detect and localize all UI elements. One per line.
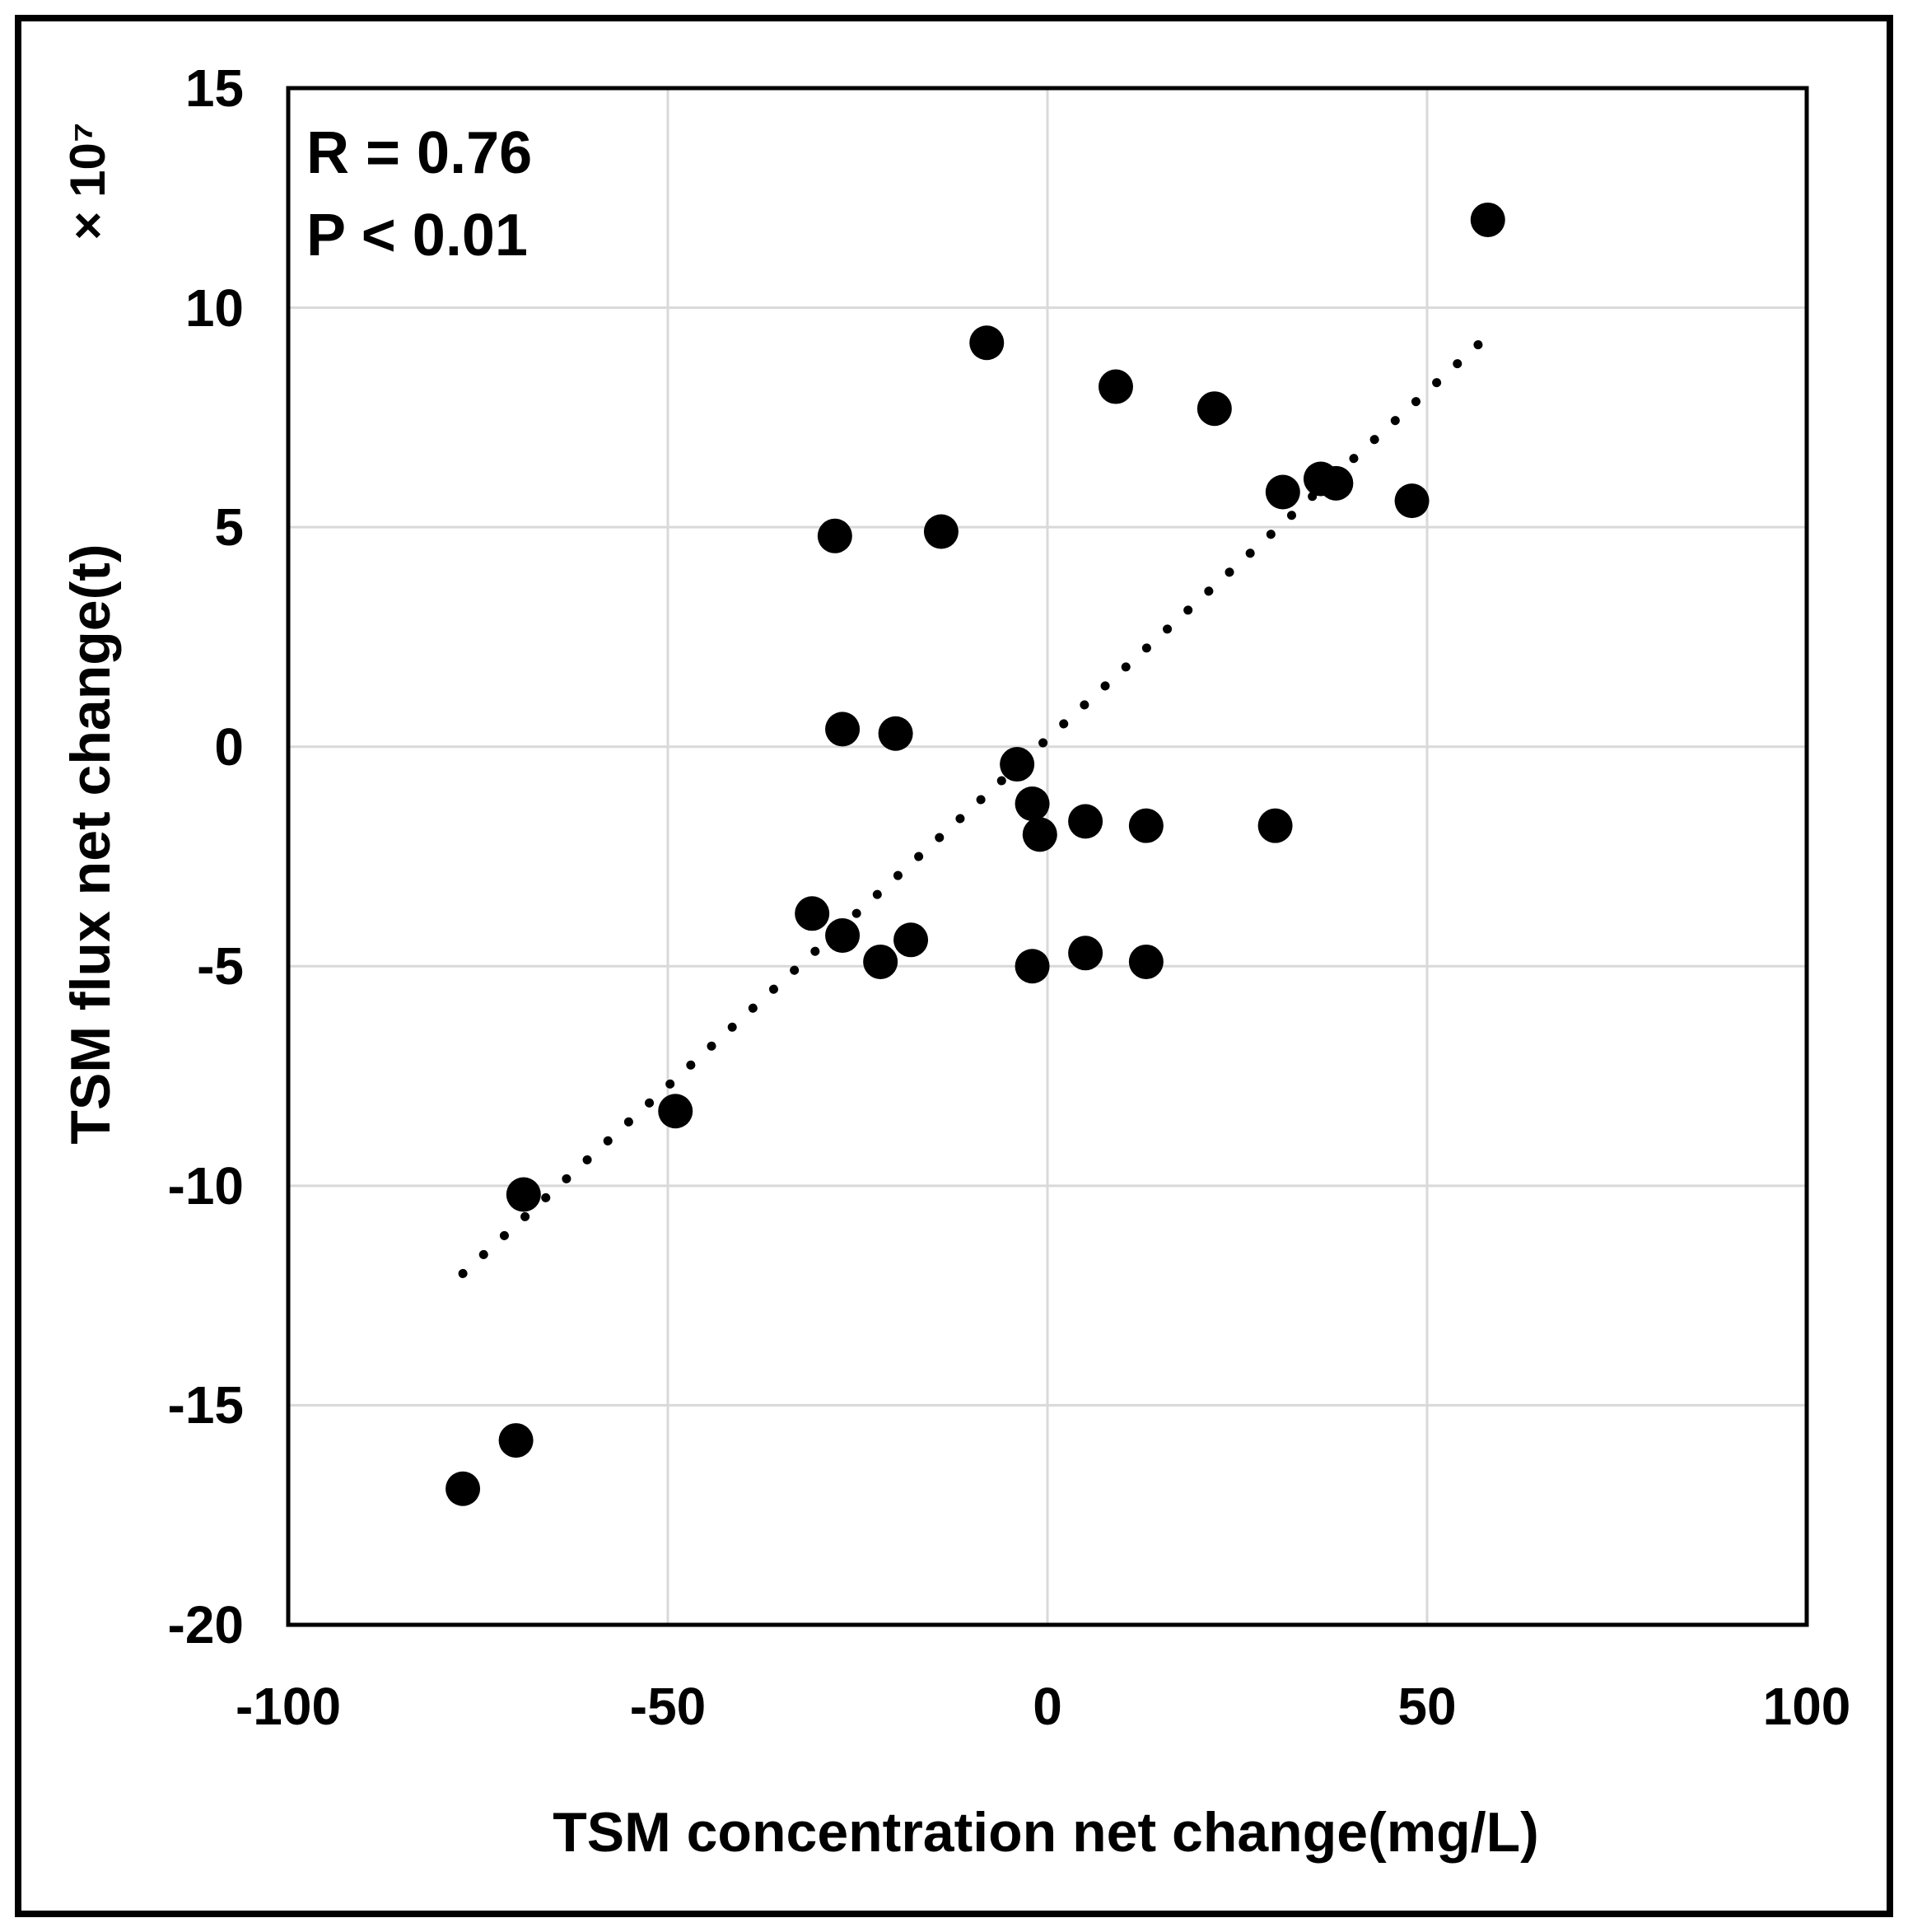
x-tick-label: 0 bbox=[1033, 1677, 1062, 1736]
data-point bbox=[1000, 747, 1035, 782]
data-point bbox=[1015, 949, 1050, 984]
data-point bbox=[1197, 391, 1232, 427]
data-point bbox=[817, 518, 852, 553]
data-point bbox=[1265, 474, 1300, 510]
data-point bbox=[446, 1471, 481, 1506]
data-point bbox=[506, 1177, 541, 1212]
data-point bbox=[658, 1094, 693, 1129]
data-point bbox=[825, 712, 861, 747]
x-tick-label: -100 bbox=[235, 1677, 342, 1736]
data-point bbox=[1318, 465, 1354, 501]
stats-annotation: R = 0.76 P < 0.01 bbox=[306, 112, 532, 277]
x-tick-label: 50 bbox=[1397, 1677, 1457, 1736]
data-point bbox=[1470, 202, 1505, 237]
y-tick-label: 0 bbox=[214, 716, 244, 777]
data-point bbox=[1068, 936, 1103, 971]
r-value-text: R = 0.76 bbox=[306, 120, 533, 186]
trend-line bbox=[458, 338, 1486, 1278]
data-point bbox=[1068, 804, 1103, 839]
data-point bbox=[1128, 944, 1164, 979]
data-point bbox=[1015, 786, 1050, 822]
data-point bbox=[893, 922, 929, 958]
data-point bbox=[498, 1423, 534, 1458]
x-tick-label: 100 bbox=[1762, 1677, 1851, 1736]
data-point bbox=[1128, 808, 1164, 843]
data-point bbox=[1257, 808, 1293, 843]
data-point bbox=[923, 514, 959, 549]
data-point bbox=[863, 944, 898, 979]
x-axis-title: TSM concentration net change(mg/L) bbox=[553, 1801, 1539, 1864]
y-tick-label: 10 bbox=[184, 278, 244, 338]
data-point bbox=[969, 325, 1005, 361]
y-tick-label: 5 bbox=[214, 497, 244, 558]
y-tick-label: -10 bbox=[167, 1155, 245, 1216]
data-point bbox=[795, 896, 830, 931]
p-value-text: P < 0.01 bbox=[306, 203, 528, 268]
data-point bbox=[1394, 483, 1430, 519]
data-point bbox=[1022, 817, 1057, 852]
y-tick-label: -15 bbox=[167, 1375, 245, 1435]
y-tick-label: -5 bbox=[197, 936, 244, 996]
data-point bbox=[878, 716, 913, 751]
y-tick-label: -20 bbox=[167, 1595, 245, 1654]
x-tick-label: -50 bbox=[629, 1677, 707, 1736]
y-tick-label: 15 bbox=[184, 58, 244, 118]
data-point bbox=[1098, 369, 1133, 404]
axis-border bbox=[286, 86, 1809, 1627]
data-point bbox=[825, 917, 861, 953]
